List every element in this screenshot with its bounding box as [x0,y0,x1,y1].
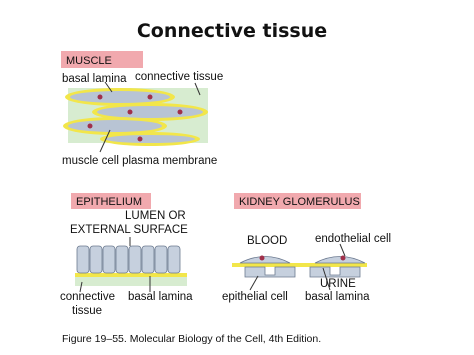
cell [141,245,155,274]
label: EXTERNAL SURFACE [70,224,188,236]
cell [128,245,142,274]
nucleus [137,136,143,142]
label: BLOOD [247,235,287,247]
label: URINE [320,278,356,290]
nucleus [147,94,153,100]
cell [89,245,103,274]
pointer [104,81,113,93]
cell [97,106,203,118]
pointer [99,129,111,153]
nucleus [340,255,346,261]
pointer [322,267,331,291]
label: endothelial cell [315,233,391,245]
pointer [79,281,83,293]
cell [167,245,181,274]
tag: KIDNEY GLOMERULUS [239,196,360,208]
cell [68,120,162,132]
label: basal lamina [128,291,193,303]
label: connective tissue [135,71,223,83]
endothelial-cells [239,256,366,264]
pointer [339,243,346,257]
epithelium-drawing [75,237,187,293]
tag-box [61,51,143,68]
tag-box [234,193,361,209]
epithelial-cells [244,266,361,278]
nucleus [177,109,183,115]
label: basal lamina [62,73,127,85]
muscle-drawing [63,81,208,153]
nucleus [87,123,93,129]
label: basal lamina [305,291,370,303]
tag-box [71,193,151,209]
label: connective [60,291,115,303]
cell [115,245,129,274]
connective-bg [75,276,187,286]
cell [154,245,168,274]
label: muscle cell plasma membrane [62,155,217,167]
title: Connective tissue [137,20,327,42]
label: tissue [72,305,102,317]
label: epithelial cell [222,291,288,303]
pointer [194,82,201,96]
nucleus [259,255,265,261]
kidney-drawing [232,243,367,291]
cell [105,135,195,143]
lamina [75,273,187,277]
cell [102,245,116,274]
cell [70,91,170,103]
pointer [249,275,259,291]
nucleus [97,94,103,100]
lamina [232,263,367,267]
nucleus [127,109,133,115]
caption: Figure 19–55. Molecular Biology of the C… [62,333,321,345]
tag: EPITHELIUM [76,196,142,208]
cell [76,245,90,274]
tag: MUSCLE [66,55,112,67]
label: LUMEN OR [125,210,186,222]
